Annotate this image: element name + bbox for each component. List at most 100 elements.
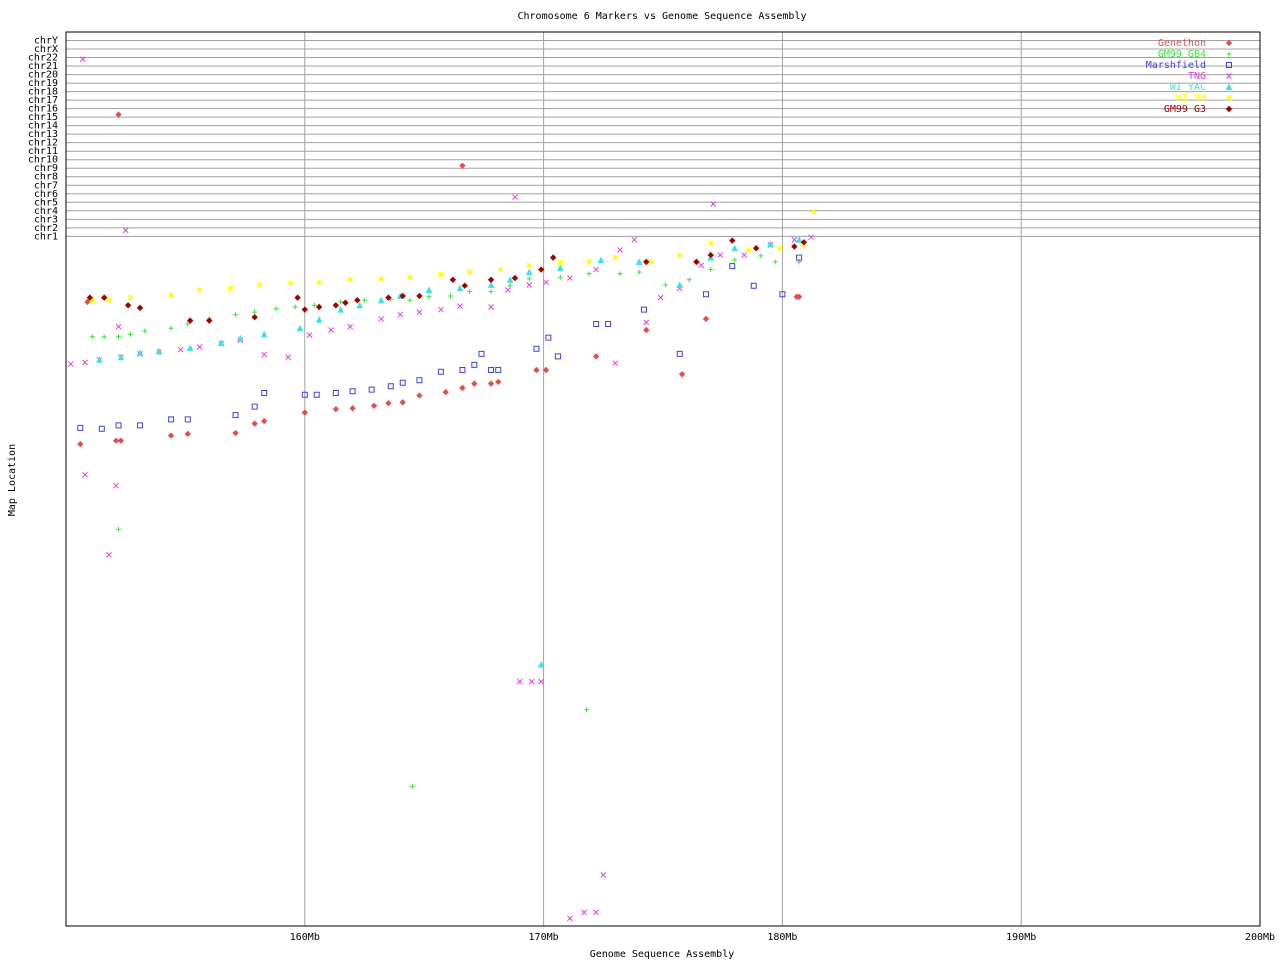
scatter-point (488, 289, 494, 295)
legend-label: WI RH (1176, 93, 1206, 104)
scatter-point (115, 323, 122, 330)
legend-marker (1226, 73, 1232, 79)
scatter-point (581, 909, 588, 916)
scatter-point (597, 256, 605, 264)
legend-marker (1225, 83, 1233, 90)
scatter-point (115, 422, 122, 429)
scatter-point (593, 909, 599, 916)
scatter-point (635, 258, 643, 265)
scatter-point (600, 872, 607, 878)
scatter-point (537, 660, 545, 668)
scatter-point (196, 344, 203, 350)
scatter-point (425, 286, 433, 293)
y-tick-label: chr17 (28, 95, 58, 106)
scatter-point (488, 367, 495, 374)
scatter-point (528, 678, 535, 685)
scatter-point (467, 289, 473, 295)
scatter-point (416, 292, 423, 300)
scatter-point (605, 321, 612, 328)
scatter-point (184, 416, 191, 423)
scatter-point (516, 678, 523, 685)
scatter-point (137, 422, 144, 429)
scatter-point (617, 271, 623, 277)
scatter-point (251, 403, 258, 410)
scatter-point (362, 297, 367, 303)
scatter-point (127, 294, 134, 301)
scatter-point (328, 327, 334, 333)
y-tick-label: chrY (34, 36, 58, 47)
scatter-point (177, 346, 184, 353)
scatter-point (777, 245, 783, 252)
scatter-point (662, 282, 668, 288)
scatter-point (526, 282, 533, 288)
y-tick-label: chr16 (28, 104, 58, 115)
scatter-point (338, 299, 344, 305)
scatter-point (549, 254, 557, 261)
legend-label: WI YAC (1170, 82, 1206, 93)
scatter-point (461, 282, 469, 289)
scatter-point (96, 356, 103, 363)
scatter-point (526, 262, 533, 269)
scatter-point (301, 306, 309, 313)
scatter-point (729, 263, 736, 270)
scatter-point (301, 409, 309, 416)
scatter-point (185, 321, 191, 327)
scatter-point (77, 424, 84, 431)
legend-label: TNG (1188, 71, 1206, 82)
scatter-point (438, 271, 444, 278)
y-tick-label: chr13 (28, 129, 58, 140)
scatter-point (106, 551, 112, 558)
scatter-point (678, 371, 686, 378)
scatter-point (487, 276, 495, 283)
scatter-point (731, 244, 738, 252)
x-tick-label: 180Mb (767, 932, 797, 943)
scatter-point (79, 56, 86, 63)
plot-frame (65, 31, 1261, 927)
scatter-point (409, 783, 415, 789)
legend-marker (1226, 51, 1232, 57)
y-tick-label: chr3 (34, 214, 58, 225)
scatter-point (136, 304, 144, 312)
scatter-point (442, 388, 449, 396)
scatter-point (347, 276, 354, 283)
y-tick-label: chr10 (28, 155, 58, 166)
scatter-point (795, 293, 803, 301)
scatter-point (471, 361, 478, 368)
scatter-point (349, 405, 356, 412)
scatter-point (707, 251, 714, 259)
scatter-point (416, 392, 423, 399)
scatter-point (554, 353, 561, 360)
scatter-point (354, 296, 361, 304)
scatter-point (533, 366, 540, 374)
scatter-point (478, 350, 485, 357)
scatter-point (447, 293, 453, 299)
scatter-point (612, 360, 619, 367)
scatter-point (526, 276, 532, 282)
scatter-point (643, 319, 650, 326)
scatter-point (122, 227, 129, 234)
scatter-point (168, 292, 174, 298)
scatter-point (729, 237, 736, 244)
scatter-point (377, 296, 385, 304)
scatter-point (397, 311, 404, 318)
x-tick-label: 200Mb (1245, 932, 1275, 943)
scatter-point (407, 274, 413, 281)
scatter-point (378, 276, 385, 282)
scatter-point (459, 162, 466, 169)
y-tick-label: chr14 (28, 121, 58, 132)
scatter-point (86, 294, 94, 301)
scatter-point (426, 294, 432, 300)
scatter-point (67, 361, 74, 367)
scatter-point (227, 285, 234, 292)
scatter-point (316, 279, 322, 286)
y-tick-label: chr18 (28, 87, 58, 98)
scatter-point (717, 252, 724, 258)
scatter-point (113, 482, 120, 489)
y-tick-label: chr9 (34, 163, 58, 174)
scatter-point (586, 259, 592, 265)
scatter-point (332, 405, 340, 413)
scatter-point (385, 400, 392, 407)
scatter-point (356, 301, 364, 309)
scatter-point (184, 430, 191, 438)
